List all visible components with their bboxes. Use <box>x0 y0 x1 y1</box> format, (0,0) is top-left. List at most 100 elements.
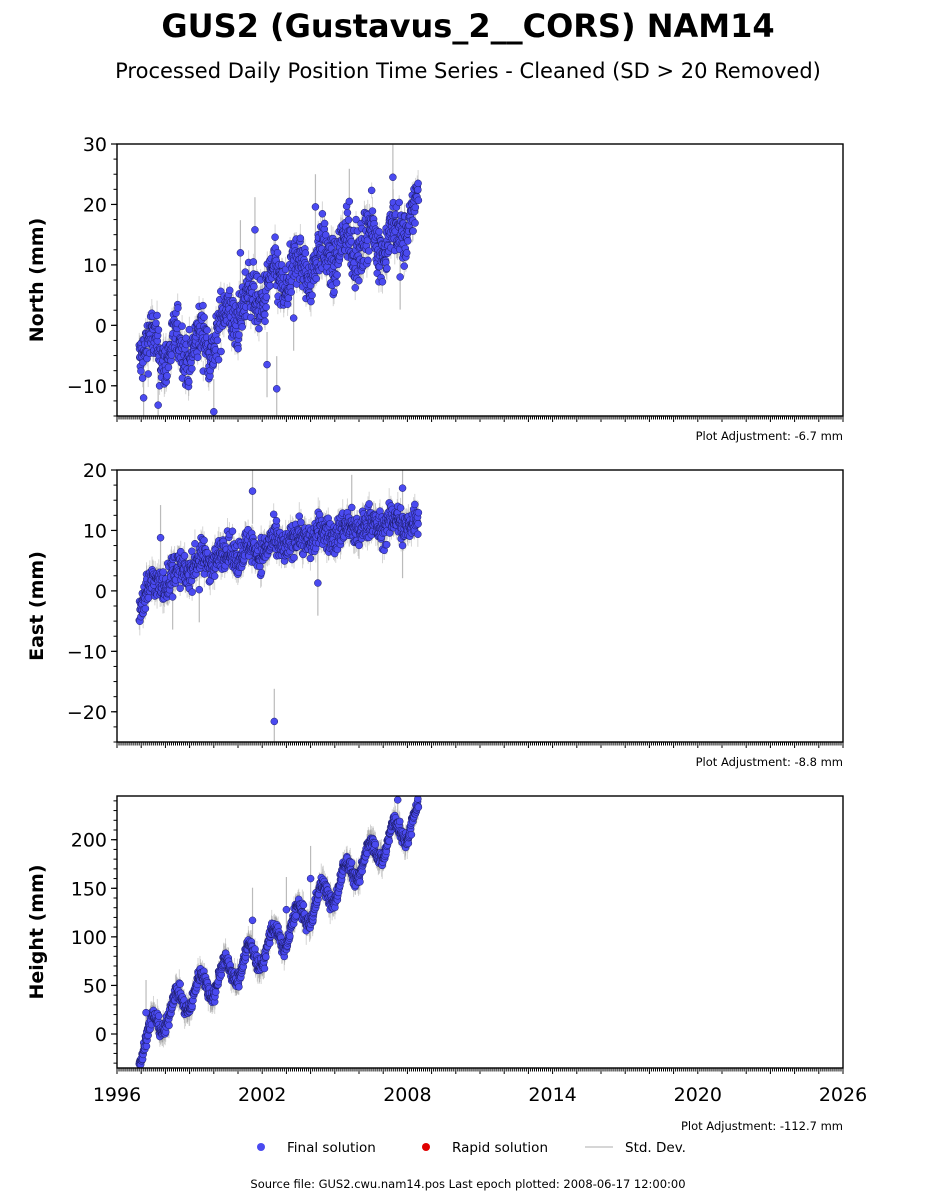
data-point <box>368 207 377 215</box>
data-point <box>234 344 242 353</box>
data-point <box>164 363 173 372</box>
data-point <box>314 579 322 587</box>
data-point <box>144 370 152 378</box>
data-point <box>411 203 420 212</box>
data-point <box>273 248 282 257</box>
data-point <box>308 291 316 299</box>
data-point <box>307 297 315 306</box>
data-point <box>344 216 353 224</box>
data-point <box>168 593 177 601</box>
y-axis-label-east: East (mm) <box>26 551 48 661</box>
data-point <box>414 508 423 517</box>
data-point <box>352 215 360 224</box>
data-point <box>414 520 422 528</box>
data-point <box>193 353 202 362</box>
data-point <box>214 355 223 364</box>
data-point <box>185 378 193 386</box>
data-point <box>312 274 321 283</box>
data-point <box>251 226 259 234</box>
data-point <box>395 198 403 207</box>
data-point <box>195 585 204 594</box>
data-point <box>290 553 298 562</box>
data-point <box>176 584 184 593</box>
data-point <box>411 219 419 227</box>
data-point <box>367 186 376 195</box>
plot-area-north <box>135 144 423 416</box>
data-point <box>200 313 208 321</box>
data-point <box>402 249 411 257</box>
data-point <box>318 210 327 218</box>
data-point <box>296 234 305 243</box>
data-point <box>249 258 258 266</box>
data-point <box>269 510 278 519</box>
data-point <box>297 518 305 527</box>
data-point <box>398 541 407 550</box>
y-tick-label: 0 <box>95 581 107 603</box>
data-point <box>320 219 329 228</box>
data-point <box>255 324 263 333</box>
data-point <box>262 303 270 311</box>
chart-subtitle: Processed Daily Position Time Series - C… <box>115 59 821 83</box>
data-point <box>154 326 163 334</box>
data-point <box>389 173 397 181</box>
data-point <box>409 227 417 235</box>
data-point <box>167 351 176 359</box>
data-point <box>266 281 274 290</box>
y-tick-label: 20 <box>83 460 107 482</box>
data-point <box>287 288 295 296</box>
data-point <box>411 500 419 509</box>
data-point <box>141 604 150 613</box>
data-point <box>137 367 145 375</box>
panels: −10 0 10 20 30 North (mm) Plot Adjustment: -6.… <box>26 134 867 1133</box>
data-point <box>306 554 315 563</box>
data-point <box>396 273 404 281</box>
data-point <box>152 319 160 327</box>
plot-adjustment-north: Plot Adjustment: -6.7 mm <box>696 429 843 443</box>
data-point <box>301 249 310 257</box>
data-point <box>263 360 271 369</box>
data-point <box>154 401 162 409</box>
data-point <box>138 374 147 382</box>
data-point <box>159 568 167 576</box>
y-tick-label: 30 <box>83 134 107 156</box>
y-tick-label: −10 <box>67 376 107 398</box>
data-point <box>235 331 243 339</box>
data-point <box>248 487 257 495</box>
data-point <box>383 264 391 273</box>
data-point <box>144 594 153 602</box>
data-point <box>180 552 189 560</box>
data-point <box>414 179 422 188</box>
data-point <box>382 540 391 549</box>
data-point <box>400 262 408 270</box>
y-tick-label: 10 <box>83 520 107 542</box>
plot-area-east <box>135 470 423 742</box>
data-point <box>213 336 222 345</box>
data-point <box>365 247 373 255</box>
data-point <box>199 301 207 310</box>
std-dev-bars-east <box>138 470 419 742</box>
y-tick-label: −10 <box>67 641 107 663</box>
data-point <box>261 310 269 319</box>
data-point <box>174 304 182 312</box>
axes-frame-east <box>116 469 844 743</box>
data-point <box>185 325 194 334</box>
data-point <box>163 372 171 380</box>
data-point <box>217 347 225 356</box>
data-point <box>178 322 186 330</box>
data-point <box>343 208 352 217</box>
data-point <box>188 364 196 373</box>
data-point <box>210 572 219 580</box>
data-point <box>365 500 373 508</box>
data-point <box>355 541 363 550</box>
data-point <box>398 484 407 492</box>
final-solution-points-north <box>135 173 423 416</box>
panel-east: −20 −10 0 10 20 East (mm) Plot Adjustment: -8.… <box>26 460 844 769</box>
y-tick-label: −20 <box>67 702 107 724</box>
final-solution-points-east <box>135 484 423 726</box>
data-point <box>261 317 269 326</box>
data-point <box>330 288 338 296</box>
data-point <box>272 516 281 525</box>
data-point <box>311 203 320 211</box>
